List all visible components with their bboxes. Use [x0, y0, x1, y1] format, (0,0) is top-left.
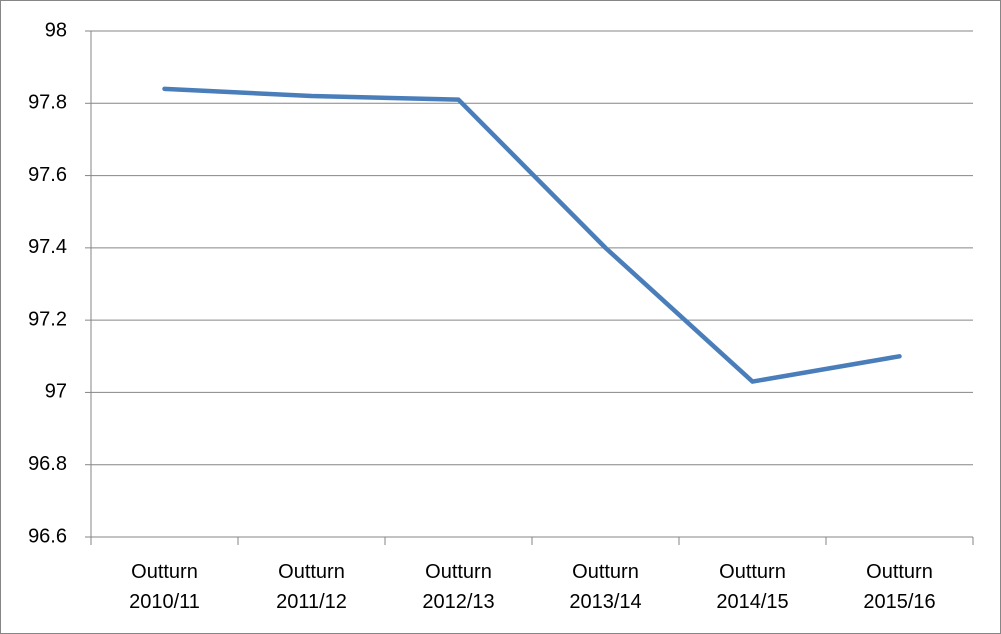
y-tick-label: 97.6: [28, 164, 67, 186]
x-tick-label: Outturn 2012/13: [422, 561, 495, 613]
y-tick-label: 97: [45, 381, 67, 403]
y-tick-label: 97.4: [28, 236, 67, 258]
line-series: [162, 86, 902, 384]
y-tick-label: 98: [45, 19, 67, 41]
x-tick-label: Outturn 2011/12: [276, 561, 347, 613]
x-tick-label: Outturn 2015/16: [863, 561, 936, 613]
x-tick-label: Outturn 2014/15: [716, 561, 789, 613]
x-tick-label: Outturn 2013/14: [569, 561, 642, 613]
x-tick-label: Outturn 2010/11: [129, 561, 200, 613]
y-tick-label: 96.8: [28, 453, 67, 475]
y-tick-label: 97.8: [28, 92, 67, 114]
y-tick-label: 96.6: [28, 525, 67, 547]
y-tick-label: 97.2: [28, 308, 67, 330]
